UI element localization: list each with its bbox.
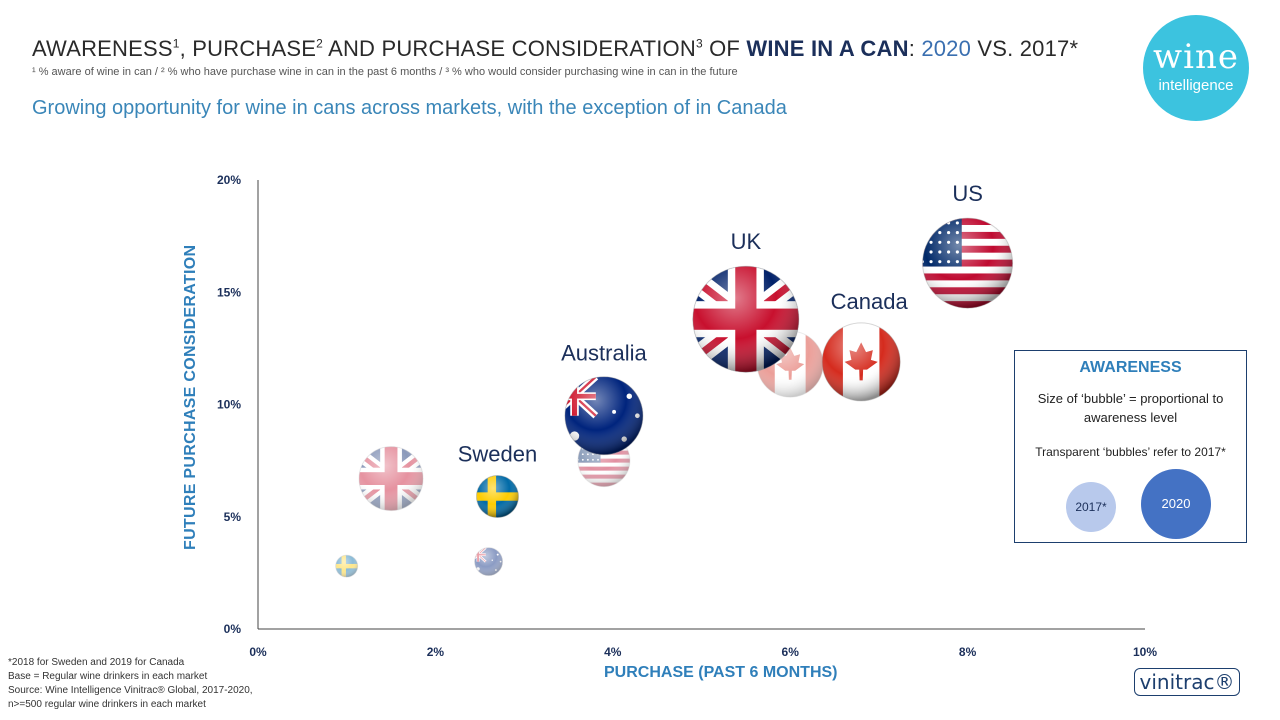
x-tick-label: 0% (249, 645, 267, 659)
bubble-2017-australia (474, 547, 504, 577)
x-tick-label: 6% (782, 645, 800, 659)
chart-subtitle: Growing opportunity for wine in cans acr… (32, 97, 787, 119)
definitions-footnote: ¹ % aware of wine in can / ² % who have … (32, 66, 738, 78)
bubble-label-uk: UK (731, 229, 762, 254)
legend-bubble-2017: 2017* (1066, 482, 1116, 532)
bubble-label-sweden: Sweden (458, 442, 538, 467)
bubble-2017-uk (358, 446, 424, 512)
bubble-2020-australia (564, 376, 644, 456)
legend-transparent-note: Transparent ‘bubbles’ refer to 2017* (1035, 445, 1226, 459)
legend-description: Size of ‘bubble’ = proportional to aware… (1037, 391, 1224, 425)
bubble-label-us: US (952, 181, 983, 206)
bubble-2020-us (922, 217, 1014, 309)
awareness-legend: AWARENESS Size of ‘bubble’ = proportiona… (1014, 350, 1247, 543)
y-tick-label: 5% (224, 510, 242, 524)
y-tick-label: 0% (224, 622, 242, 636)
bubble-label-australia: Australia (561, 341, 647, 366)
y-tick-label: 10% (217, 398, 241, 412)
chart-title: AWARENESS1, PURCHASE2 AND PURCHASE CONSI… (32, 36, 1079, 61)
vinitrac-logo: vinitrac® (1134, 668, 1240, 696)
bubble-2020-sweden (475, 475, 519, 519)
x-tick-label: 2% (427, 645, 445, 659)
y-tick-label: 20% (217, 173, 241, 187)
bubble-2017-sweden (335, 554, 359, 578)
legend-title: AWARENESS (1079, 359, 1182, 376)
x-tick-label: 4% (604, 645, 622, 659)
x-axis-title: PURCHASE (PAST 6 MONTHS) (604, 664, 838, 681)
x-tick-label: 10% (1133, 645, 1157, 659)
x-tick-label: 8% (959, 645, 977, 659)
bubble-2020-canada (821, 322, 901, 402)
y-tick-label: 15% (217, 285, 241, 299)
bubble-label-canada: Canada (831, 289, 909, 314)
y-axis-title: FUTURE PURCHASE CONSIDERATION (182, 244, 199, 550)
legend-bubble-2020: 2020 (1141, 469, 1211, 539)
source-notes: *2018 for Sweden and 2019 for Canada Bas… (8, 657, 253, 710)
wine-intelligence-logo: wine intelligence (1143, 15, 1249, 121)
